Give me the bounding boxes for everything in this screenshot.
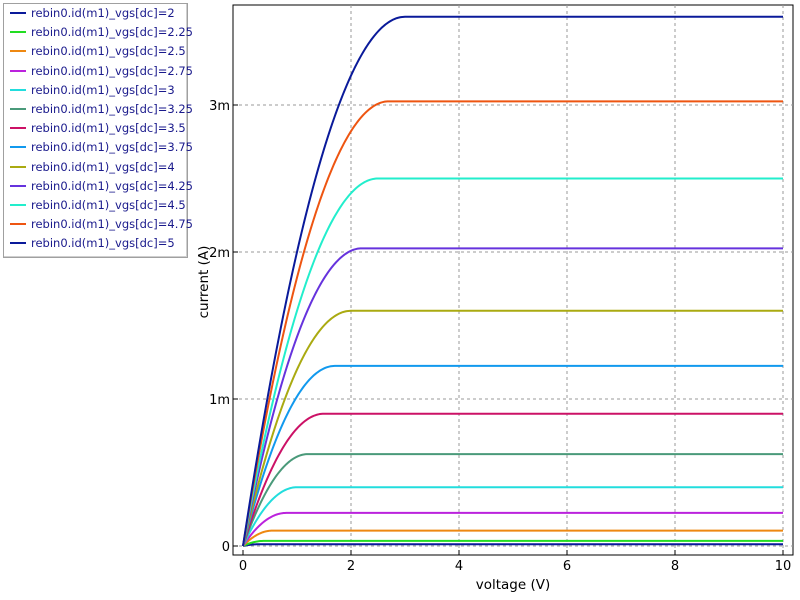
series-line xyxy=(242,364,783,547)
series-line xyxy=(242,543,783,547)
legend-item: rebin0.id(m1)_vgs[dc]=2.75 xyxy=(4,61,193,80)
legend-item: rebin0.id(m1)_vgs[dc]=4.75 xyxy=(4,215,193,234)
y-tick-label: 3m xyxy=(209,99,230,114)
x-tick-label: 6 xyxy=(563,559,571,574)
legend-item: rebin0.id(m1)_vgs[dc]=3.75 xyxy=(4,138,193,157)
legend-label: rebin0.id(m1)_vgs[dc]=3.75 xyxy=(31,140,193,155)
legend-item: rebin0.id(m1)_vgs[dc]=4 xyxy=(4,157,175,176)
series-line xyxy=(242,453,783,547)
x-tick-label: 0 xyxy=(239,559,247,574)
legend-label: rebin0.id(m1)_vgs[dc]=4.75 xyxy=(31,217,193,232)
legend-label: rebin0.id(m1)_vgs[dc]=4.25 xyxy=(31,178,193,193)
legend-swatch xyxy=(10,88,26,91)
series-line xyxy=(242,100,783,547)
legend-label: rebin0.id(m1)_vgs[dc]=2 xyxy=(31,6,175,20)
legend-swatch xyxy=(10,31,26,34)
plot-frame xyxy=(232,4,794,556)
legend-item: rebin0.id(m1)_vgs[dc]=4.5 xyxy=(4,196,186,215)
x-tick-label: 4 xyxy=(455,559,463,574)
legend: rebin0.id(m1)_vgs[dc]=2 rebin0.id(m1)_vgs… xyxy=(3,3,193,258)
legend-item: rebin0.id(m1)_vgs[dc]=2.25 xyxy=(4,23,193,42)
legend-swatch xyxy=(10,108,26,110)
series-line xyxy=(242,309,783,547)
legend-swatch xyxy=(10,146,26,149)
x-tick-label: 8 xyxy=(671,559,679,574)
legend-item: rebin0.id(m1)_vgs[dc]=4.25 xyxy=(4,176,193,195)
legend-swatch xyxy=(10,50,26,53)
y-tick-label: 2m xyxy=(209,246,230,261)
legend-swatch xyxy=(10,165,26,168)
legend-label: rebin0.id(m1)_vgs[dc]=3 xyxy=(31,82,175,97)
legend-swatch xyxy=(10,69,26,72)
series-line xyxy=(242,486,783,547)
legend-item: rebin0.id(m1)_vgs[dc]=2.5 xyxy=(4,42,186,61)
legend-swatch xyxy=(10,223,26,226)
series-line xyxy=(242,412,783,547)
series-line xyxy=(242,15,783,547)
legend-label: rebin0.id(m1)_vgs[dc]=2.25 xyxy=(31,25,193,40)
y-tick-label: 1m xyxy=(209,393,230,408)
legend-label: rebin0.id(m1)_vgs[dc]=2.75 xyxy=(31,63,193,78)
y-tick-label: 0 xyxy=(222,540,230,555)
series-line xyxy=(242,529,783,547)
plot-area: 0 2 4 6 8 10 0 1m 2m 3m voltage (V) current (A) xyxy=(196,4,794,593)
legend-label: rebin0.id(m1)_vgs[dc]=2.5 xyxy=(31,44,186,59)
series-line xyxy=(242,539,783,547)
legend-label: rebin0.id(m1)_vgs[dc]=5 xyxy=(31,236,175,251)
legend-swatch xyxy=(10,204,26,206)
y-axis-label: current (A) xyxy=(196,246,212,319)
series-line xyxy=(242,177,783,547)
series-line xyxy=(242,247,783,547)
x-tick-label: 10 xyxy=(775,559,792,574)
legend-label: rebin0.id(m1)_vgs[dc]=4 xyxy=(31,159,175,174)
legend-label: rebin0.id(m1)_vgs[dc]=4.5 xyxy=(31,198,186,212)
legend-item: rebin0.id(m1)_vgs[dc]=3 xyxy=(4,80,175,99)
legend-item: rebin0.id(m1)_vgs[dc]=2 xyxy=(4,4,175,23)
legend-item: rebin0.id(m1)_vgs[dc]=3.25 xyxy=(4,100,193,119)
legend-label: rebin0.id(m1)_vgs[dc]=3.25 xyxy=(31,102,193,116)
series-line xyxy=(242,511,783,547)
legend-item: rebin0.id(m1)_vgs[dc]=3.5 xyxy=(4,119,186,138)
legend-item: rebin0.id(m1)_vgs[dc]=5 xyxy=(4,234,175,253)
legend-swatch xyxy=(10,12,26,14)
x-tick-label: 2 xyxy=(347,559,355,574)
legend-swatch xyxy=(10,242,26,245)
legend-swatch xyxy=(10,184,26,187)
legend-swatch xyxy=(10,127,26,130)
legend-label: rebin0.id(m1)_vgs[dc]=3.5 xyxy=(31,121,186,136)
x-axis-label: voltage (V) xyxy=(476,577,551,593)
